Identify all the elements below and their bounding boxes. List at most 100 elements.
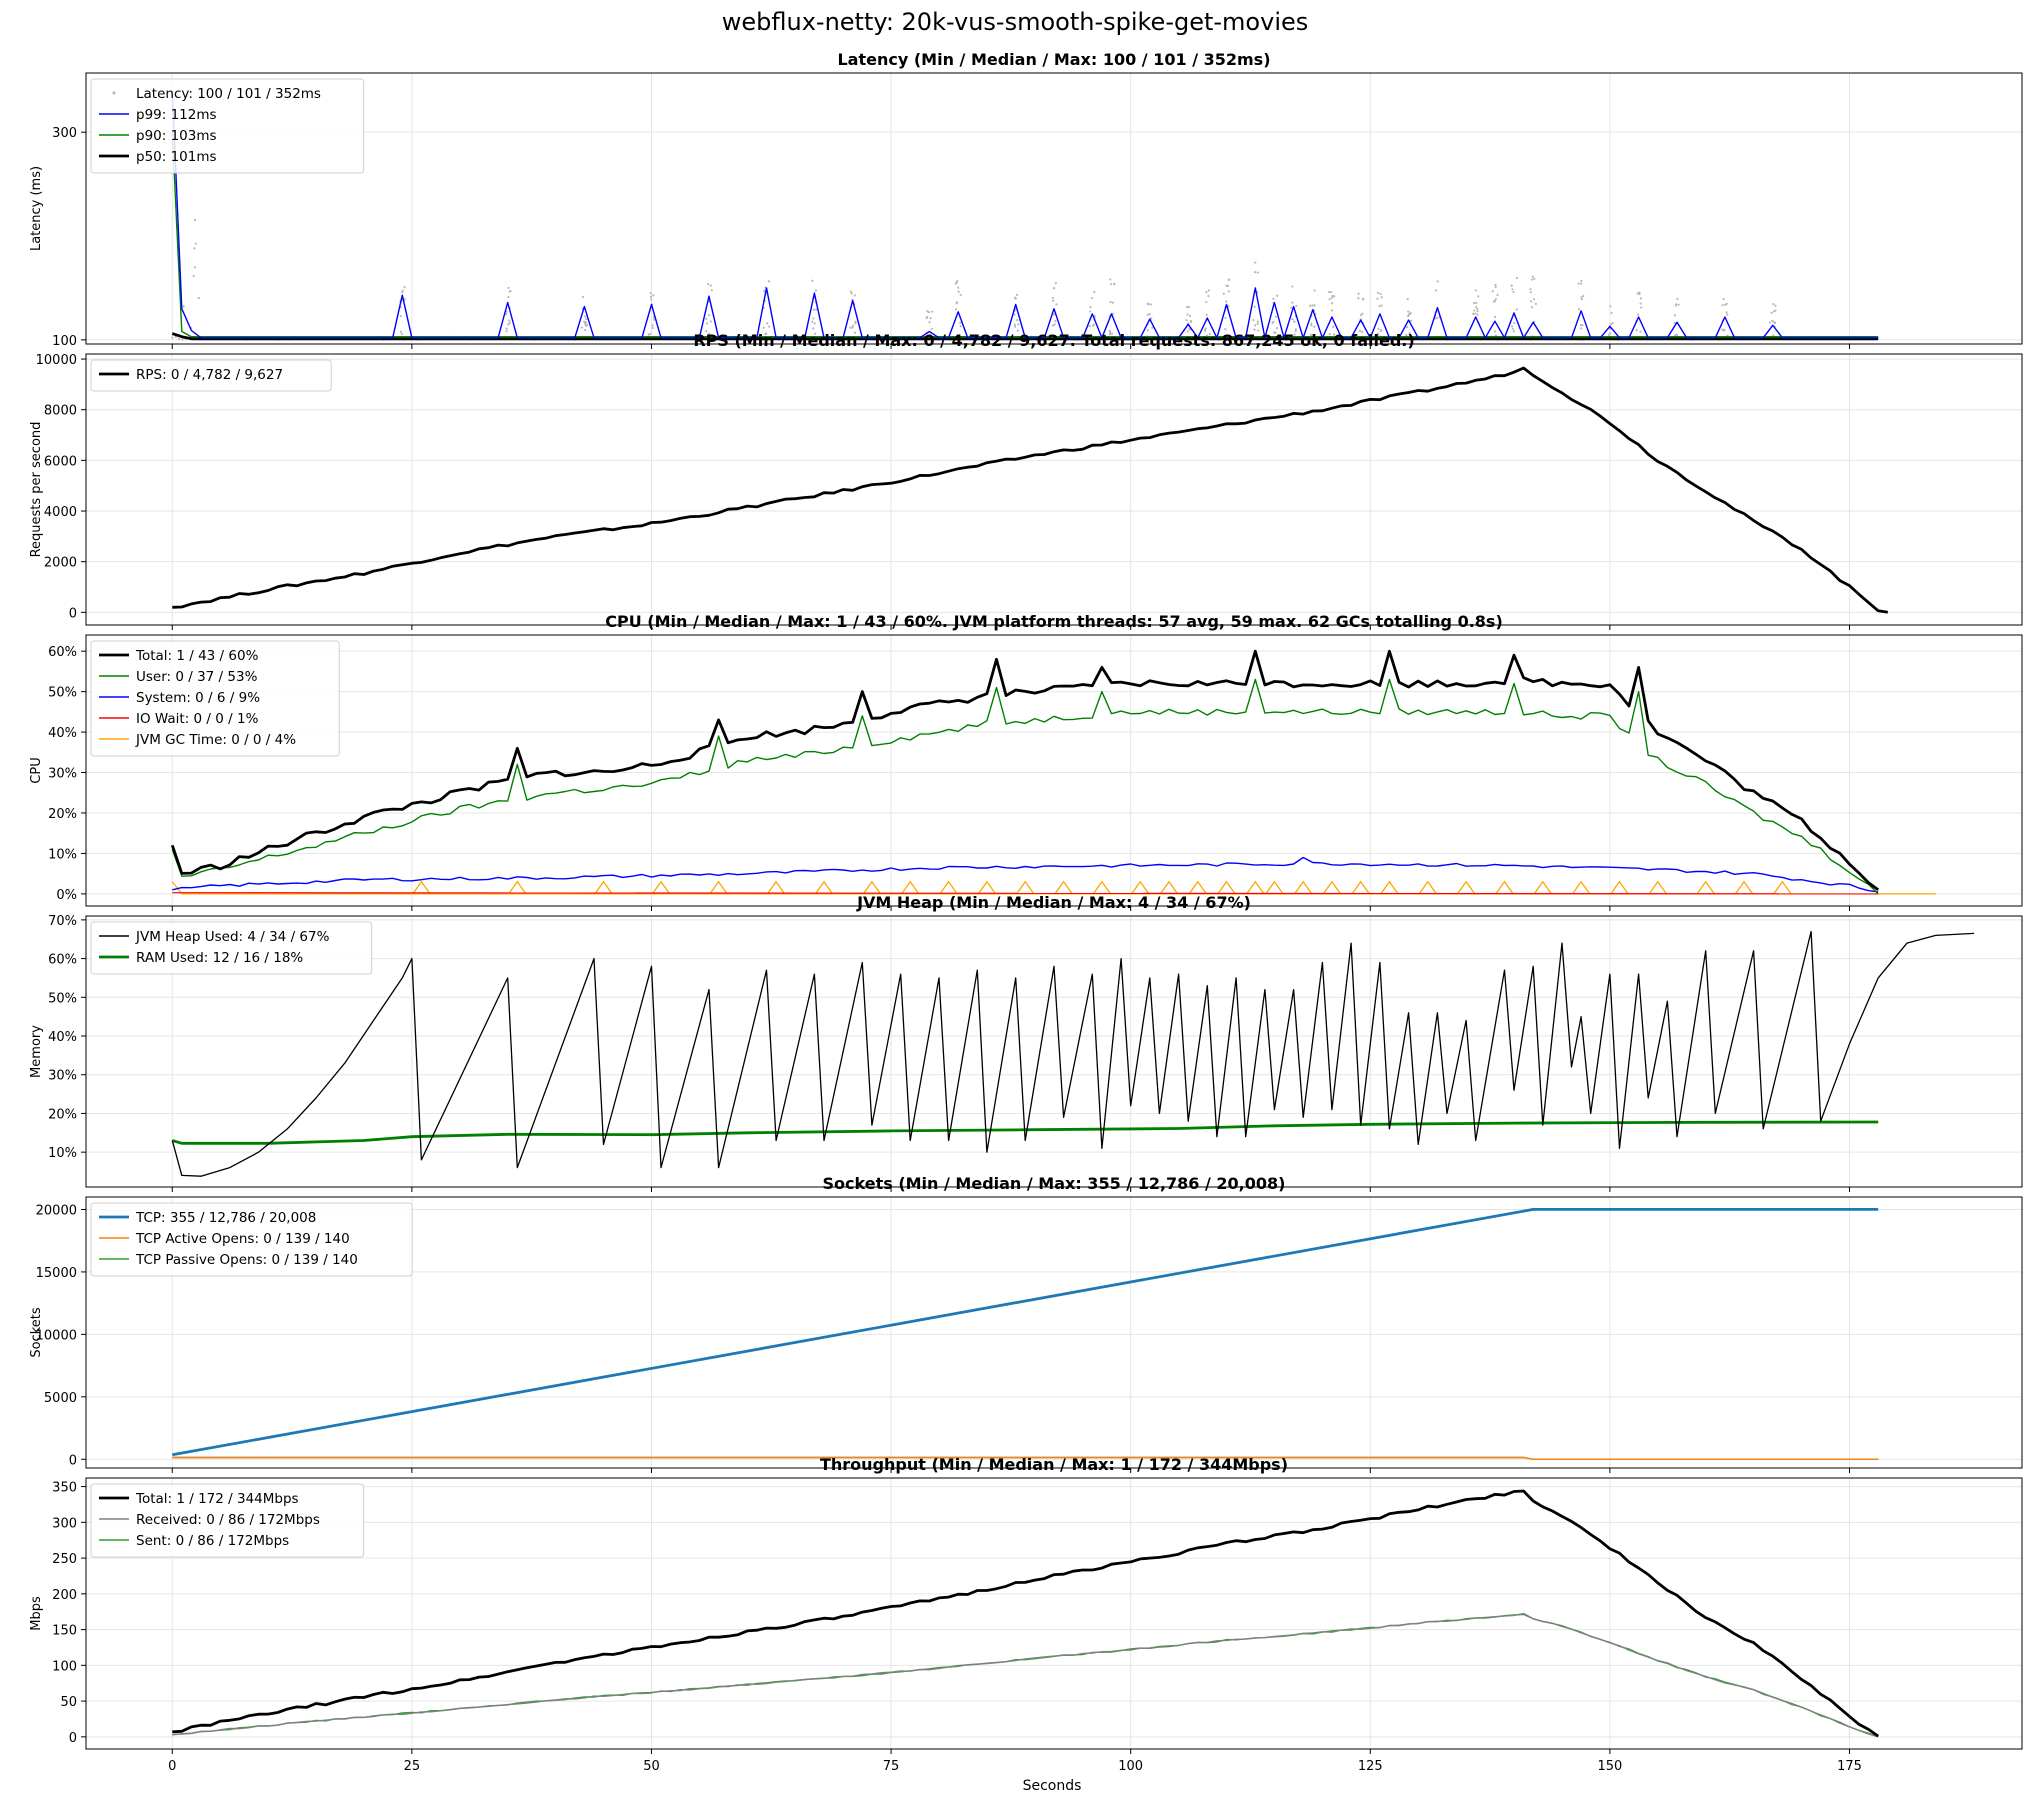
latency-point (1328, 298, 1331, 301)
panel-title: RPS (Min / Median / Max: 0 / 4,782 / 9,6… (693, 331, 1414, 350)
latency-point (1362, 297, 1365, 300)
latency-point (1407, 310, 1410, 313)
latency-point (652, 294, 655, 297)
y-tick-label: 2000 (44, 556, 77, 571)
latency-point (1330, 296, 1333, 299)
gc-spike-mark (1495, 880, 1514, 895)
panel-title: Latency (Min / Median / Max: 100 / 101 /… (837, 50, 1270, 69)
latency-point (1256, 329, 1260, 332)
latency-point (929, 317, 932, 320)
latency-point (1330, 302, 1334, 305)
gc-spike-mark (594, 880, 613, 895)
gc-spike-mark (814, 880, 834, 895)
latency-point (1293, 320, 1296, 323)
latency-point (1256, 322, 1259, 325)
x-axis-label: Seconds (1023, 1778, 1082, 1794)
y-tick-label: 60% (48, 953, 77, 968)
latency-point (1276, 327, 1279, 330)
x-tick-label: 150 (1597, 1759, 1622, 1774)
y-tick-label: 100 (52, 334, 77, 349)
latency-point (1016, 319, 1019, 322)
latency-point (505, 327, 508, 330)
gc-spike-mark (1131, 880, 1150, 895)
latency-point (1330, 309, 1334, 312)
latency-point (956, 279, 959, 283)
latency-point (1476, 310, 1479, 313)
series-line-io-wait (172, 892, 1879, 895)
latency-point (1055, 303, 1058, 306)
gc-spike-mark (412, 880, 431, 895)
latency-point (193, 219, 197, 222)
y-tick-label: 350 (52, 1481, 77, 1496)
legend-box (90, 78, 365, 174)
latency-point (1013, 323, 1016, 326)
latency-point (853, 294, 856, 297)
gc-spike-mark (901, 880, 920, 895)
y-tick-label: 8000 (44, 404, 77, 419)
series-line-jvm-heap-used (171, 930, 1975, 1177)
latency-point (1529, 288, 1532, 291)
latency-point (1510, 325, 1514, 328)
latency-point (508, 290, 511, 293)
gc-spike-mark (1610, 880, 1629, 895)
series-line-total (172, 1489, 1879, 1738)
latency-point (1148, 312, 1151, 316)
latency-point (1725, 302, 1728, 305)
latency-point (1051, 296, 1054, 300)
latency-point (1109, 331, 1112, 334)
latency-point (1676, 297, 1679, 301)
latency-point (650, 298, 653, 301)
latency-point (1186, 313, 1189, 316)
latency-point (955, 302, 958, 305)
latency-point (1294, 328, 1297, 331)
latency-point (764, 333, 767, 336)
latency-point (850, 292, 853, 295)
gc-spike-mark (1294, 880, 1313, 895)
latency-point (1053, 313, 1056, 316)
latency-point (1635, 329, 1638, 332)
latency-point (1475, 306, 1478, 309)
latency-point (1472, 312, 1475, 315)
latency-point (1515, 308, 1518, 311)
y-axis-label: Sockets (29, 1307, 44, 1358)
latency-point (651, 324, 654, 327)
latency-point (1256, 320, 1259, 323)
latency-point (1328, 333, 1331, 336)
latency-point (1111, 312, 1115, 315)
axes-frame (85, 634, 2023, 907)
legend-box (90, 640, 340, 757)
latency-point (1639, 330, 1642, 333)
latency-point (1773, 310, 1776, 313)
latency-point (1146, 302, 1149, 305)
x-tick-label: 0 (168, 1759, 176, 1774)
series-line-rps (172, 366, 1889, 614)
latency-point (762, 326, 765, 329)
latency-point (1276, 294, 1279, 297)
latency-point (1109, 282, 1113, 286)
latency-point (1313, 289, 1316, 292)
gc-spike-mark (1773, 880, 1792, 895)
latency-point (1013, 313, 1016, 316)
latency-point (1377, 327, 1380, 330)
latency-point (585, 317, 588, 321)
latency-point (647, 333, 650, 336)
panel-latency: Latency (Min / Median / Max: 100 / 101 /… (29, 50, 2023, 349)
legend: RPS: 0 / 4,782 / 9,627 (90, 359, 332, 392)
latency-point (710, 289, 713, 292)
latency-point (1327, 290, 1331, 294)
y-tick-label: 10% (48, 1146, 77, 1161)
series-line-tcp-active-opens (172, 1456, 1879, 1461)
latency-point (709, 320, 712, 323)
gc-spike-mark (862, 880, 882, 895)
latency-point (1376, 291, 1380, 295)
latency-point (1533, 298, 1536, 301)
latency-point (1224, 316, 1227, 319)
gc-spike-mark (1380, 880, 1399, 895)
latency-point (1513, 321, 1516, 325)
latency-point (1273, 331, 1276, 334)
latency-point (813, 332, 817, 335)
y-tick-label: 300 (52, 1516, 77, 1531)
latency-point (851, 326, 854, 329)
latency-point (1310, 322, 1313, 325)
latency-point (1638, 292, 1641, 296)
